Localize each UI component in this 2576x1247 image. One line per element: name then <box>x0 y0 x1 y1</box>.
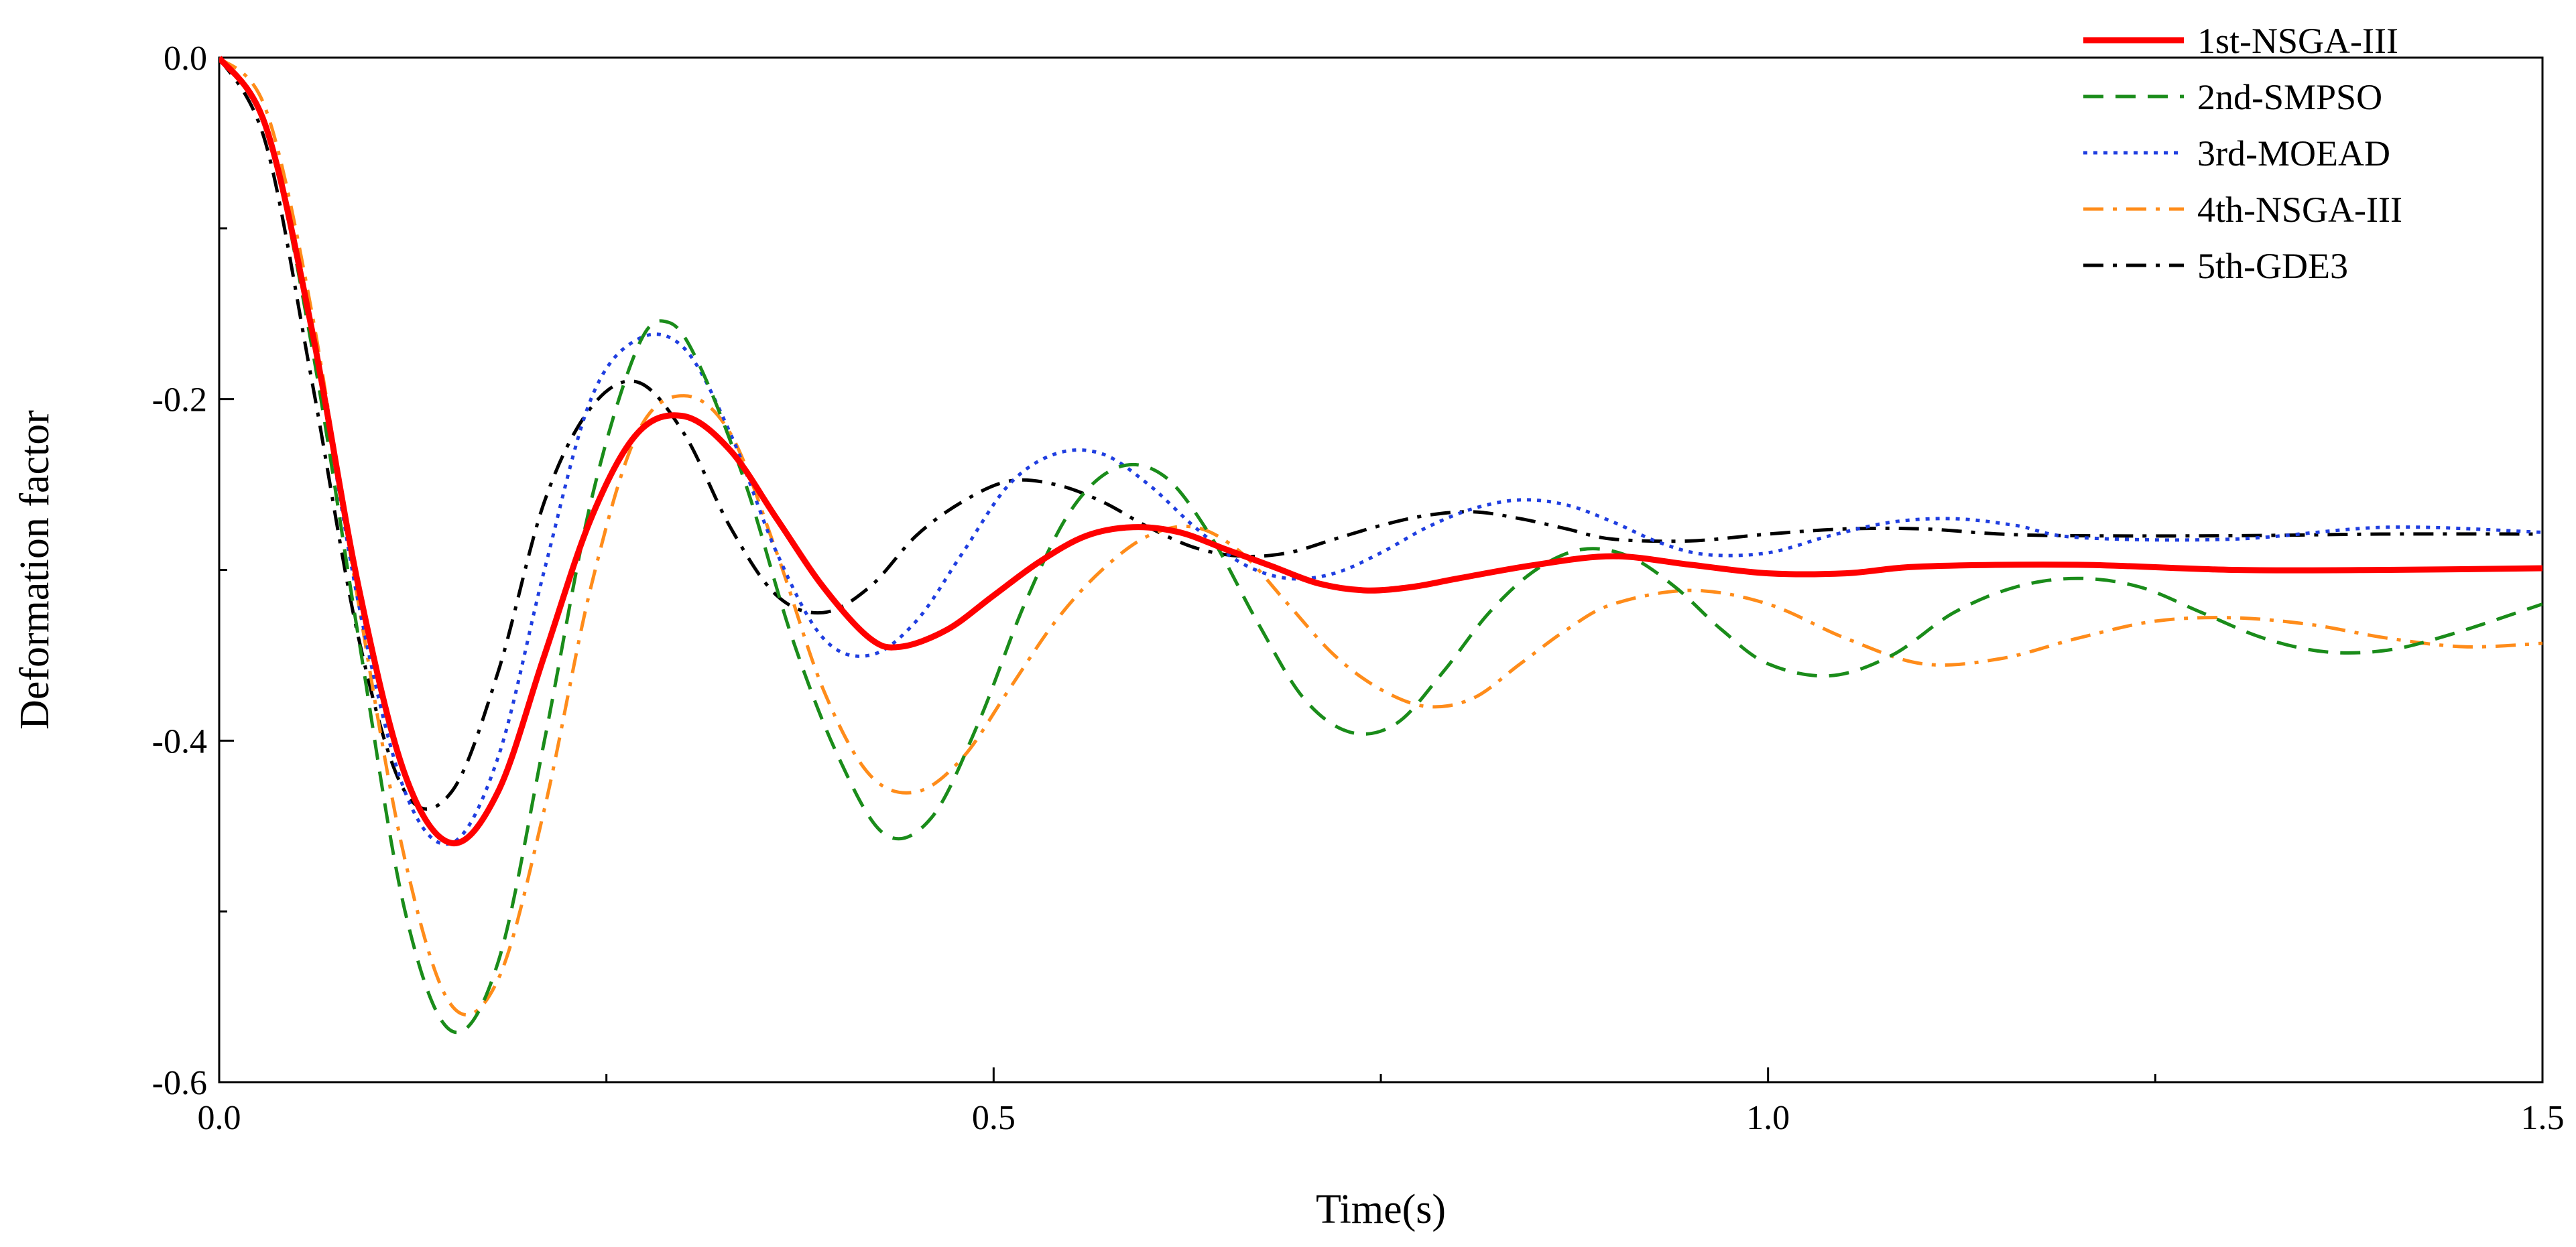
series-line-1 <box>219 56 2542 846</box>
series-line-3 <box>219 56 2542 846</box>
x-tick-label: 1.5 <box>2521 1099 2565 1137</box>
series-line-5 <box>219 56 2542 811</box>
legend: 1st-NSGA-III 2nd-SMPSO 3rd-MOEAD 4th-NSGA-I… <box>2083 21 2402 286</box>
y-axis-title: Deformation factor <box>12 410 58 730</box>
y-tick-label: -0.2 <box>152 381 207 419</box>
x-axis: 0.0 0.5 1.0 1.5 <box>198 1067 2565 1137</box>
series-layer <box>219 56 2542 1035</box>
legend-label-4: 4th-NSGA-III <box>2197 190 2402 230</box>
y-tick-label: 0.0 <box>164 40 207 78</box>
legend-label-2: 2nd-SMPSO <box>2197 77 2382 117</box>
legend-label-5: 5th-GDE3 <box>2197 246 2348 286</box>
x-tick-label: 0.0 <box>198 1099 241 1137</box>
y-tick-label: -0.6 <box>152 1064 207 1102</box>
series-line-2 <box>219 56 2542 1035</box>
y-tick-label: -0.4 <box>152 722 207 761</box>
legend-label-3: 3rd-MOEAD <box>2197 133 2390 174</box>
x-axis-title: Time(s) <box>1316 1187 1446 1232</box>
x-tick-label: 0.5 <box>972 1099 1016 1137</box>
y-axis: 0.0 -0.2 -0.4 -0.6 <box>152 40 234 1102</box>
series-line-4 <box>219 56 2542 1016</box>
x-tick-label: 1.0 <box>1746 1099 1790 1137</box>
legend-label-1: 1st-NSGA-III <box>2197 21 2398 61</box>
